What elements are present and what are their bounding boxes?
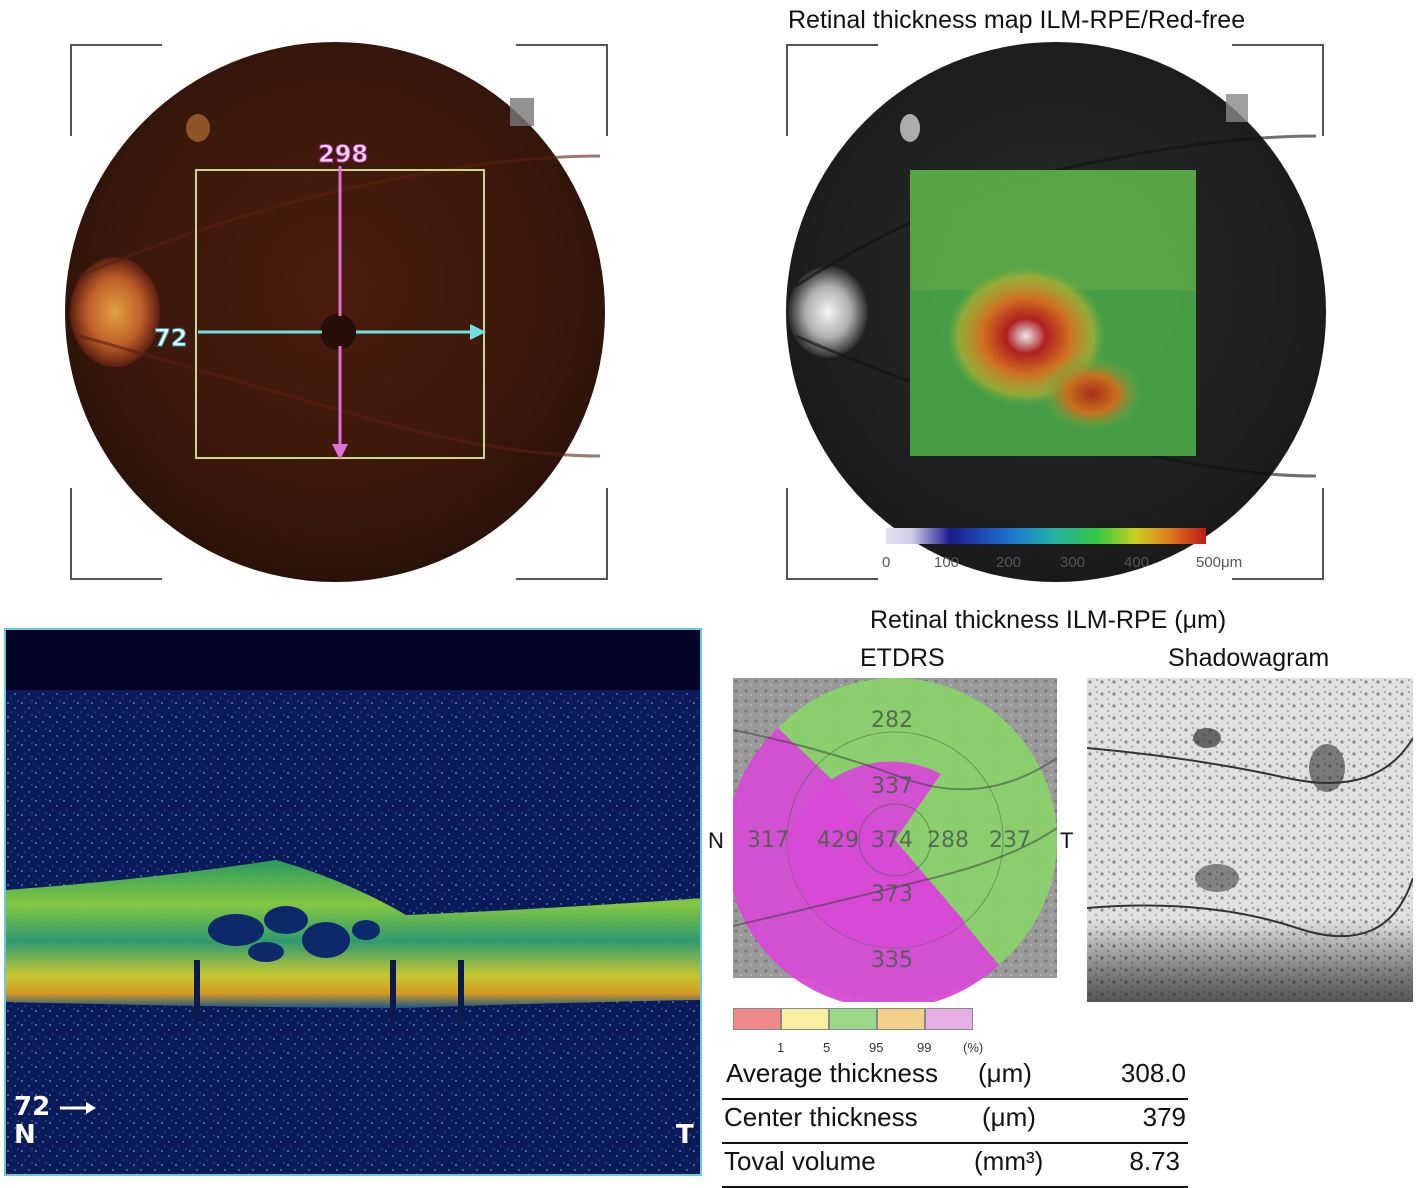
legend-swatch-3 — [829, 1008, 877, 1030]
scale-tick: 200 — [996, 554, 1022, 571]
scale-tick: 100 — [934, 554, 960, 571]
etdrs-inner-temporal: 288 — [927, 828, 969, 853]
etdrs-inner-inferior: 373 — [871, 882, 913, 907]
oct-scan-marker: 72 — [14, 1092, 51, 1122]
etdrs-nasal-label: N — [708, 828, 724, 853]
fundus-image — [65, 42, 605, 582]
scale-tick: 0 — [882, 554, 891, 571]
legend-tick: 1 — [777, 1040, 785, 1055]
stat-unit: (mm³) — [974, 1146, 1044, 1176]
stat-value: 8.73 — [1129, 1146, 1180, 1176]
scale-tick: 300 — [1060, 554, 1086, 571]
etdrs-grid-image — [733, 678, 1057, 1002]
stat-unit: (μm) — [982, 1102, 1036, 1132]
etdrs-title: ETDRS — [860, 644, 945, 672]
etdrs-temporal-label: T — [1060, 828, 1074, 853]
stat-label: Average thickness — [726, 1058, 938, 1088]
horizontal-scan-number: 72 — [153, 324, 188, 353]
frame-corner-tr — [1232, 44, 1324, 136]
stat-row-center-thickness: Center thickness (μm) 379 — [722, 1098, 1188, 1144]
etdrs-grid-panel: 282 337 317 429 374 288 237 373 335 — [733, 678, 1057, 1002]
stat-unit: (μm) — [978, 1058, 1032, 1088]
fundus-photo-panel: 298 72 — [60, 36, 620, 588]
frame-corner-tl — [70, 44, 162, 136]
shadowgram-title: Shadowagram — [1168, 644, 1330, 672]
thickness-color-scale — [886, 528, 1206, 544]
shadowgram-panel — [1087, 678, 1413, 1002]
stat-label: Toval volume — [724, 1146, 876, 1176]
thickness-map-image — [786, 42, 1326, 582]
etdrs-inner-nasal: 429 — [817, 828, 859, 853]
etdrs-inner-superior: 337 — [871, 774, 913, 799]
stat-row-total-volume: Toval volume (mm³) 8.73 — [722, 1142, 1188, 1188]
legend-tick: 5 — [823, 1040, 831, 1055]
scale-tick-labels: 0 100 200 300 400 500μm — [880, 554, 1280, 574]
scale-tick: 500μm — [1196, 554, 1243, 571]
thickness-map-panel: 0 100 200 300 400 500μm — [776, 36, 1336, 588]
legend-swatch-2 — [781, 1008, 829, 1030]
stat-label: Center thickness — [724, 1102, 918, 1132]
scale-tick: 400 — [1124, 554, 1150, 571]
shadowgram-image — [1087, 678, 1413, 1002]
legend-tick: (%) — [963, 1040, 984, 1055]
percentile-legend-ticks: 1 5 95 99 (%) — [733, 1040, 1003, 1058]
stat-value: 379 — [1142, 1102, 1186, 1132]
stat-row-average-thickness: Average thickness (μm) 308.0 — [722, 1054, 1188, 1100]
legend-swatch-4 — [877, 1008, 925, 1030]
frame-corner-bl — [786, 488, 878, 580]
oct-bscan-image — [6, 630, 700, 1174]
stat-value: 308.0 — [1120, 1058, 1186, 1088]
etdrs-outer-nasal: 317 — [747, 828, 789, 853]
frame-corner-bl — [70, 488, 162, 580]
percentile-legend — [733, 1008, 973, 1032]
legend-tick: 99 — [917, 1040, 932, 1055]
legend-swatch-1 — [733, 1008, 781, 1030]
oct-temporal-label: T — [676, 1120, 694, 1150]
frame-corner-br — [1232, 488, 1324, 580]
etdrs-outer-inferior: 335 — [871, 948, 913, 973]
etdrs-outer-superior: 282 — [871, 708, 913, 733]
vertical-scan-number: 298 — [317, 140, 369, 169]
frame-corner-br — [516, 488, 608, 580]
legend-tick: 95 — [869, 1040, 884, 1055]
etdrs-outer-temporal: 237 — [989, 828, 1031, 853]
frame-corner-tr — [516, 44, 608, 136]
thickness-map-title: Retinal thickness map ILM-RPE/Red-free — [788, 6, 1246, 34]
etdrs-section-title: Retinal thickness ILM-RPE (μm) — [870, 606, 1227, 634]
oct-nasal-label: N — [14, 1120, 36, 1150]
etdrs-center: 374 — [871, 828, 913, 853]
legend-swatch-5 — [925, 1008, 973, 1030]
frame-corner-tl — [786, 44, 878, 136]
oct-bscan-panel: 72 N T — [4, 628, 702, 1176]
